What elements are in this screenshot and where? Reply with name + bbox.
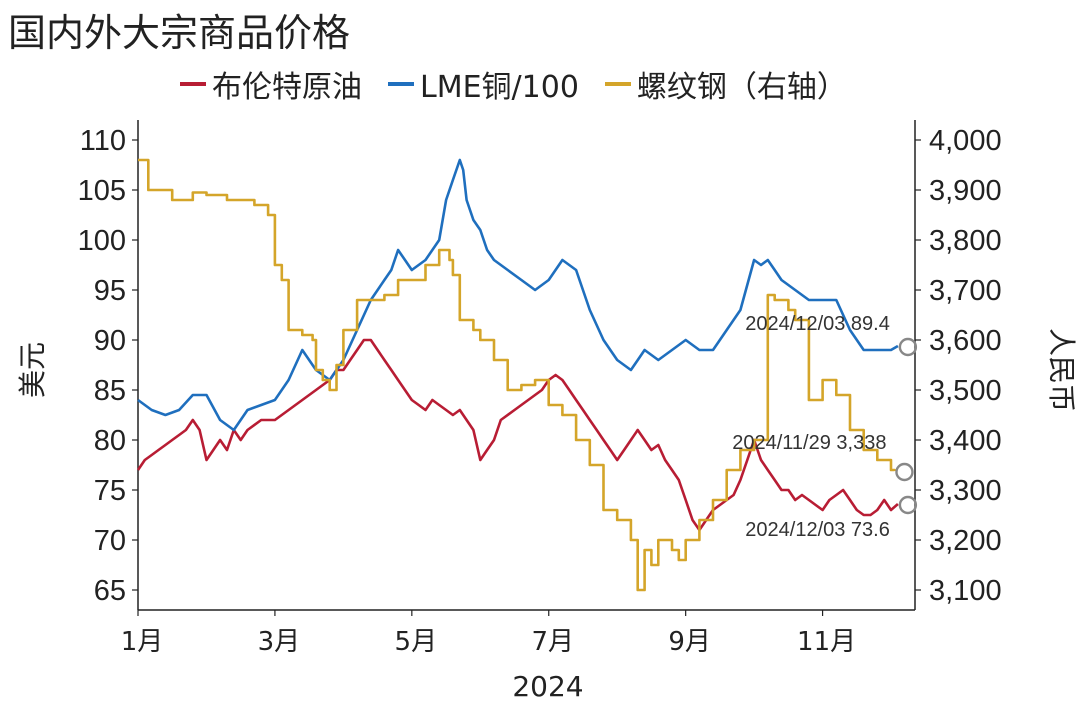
- legend-swatch-brent: [180, 82, 206, 86]
- x-axis-label: 2024: [512, 670, 583, 703]
- legend-label-brent: 布伦特原油: [212, 70, 362, 105]
- y-tick-label-right: 3,500: [929, 375, 1002, 407]
- y-tick-label-right: 3,800: [929, 225, 1002, 257]
- y-tick-label-right: 3,200: [929, 525, 1002, 557]
- legend-item-rebar: 螺纹钢（右轴）: [604, 62, 847, 106]
- legend-label-rebar: 螺纹钢（右轴）: [636, 70, 847, 105]
- legend-swatch-copper: [388, 82, 414, 86]
- y-tick-label-left: 80: [94, 425, 126, 457]
- annotation-marker: [895, 462, 914, 482]
- y-tick-label-left: 70: [94, 525, 126, 557]
- annotation-layer: 2024/12/03 89.4 2024/11/29 3,338 2024/12/0…: [732, 313, 918, 541]
- legend-swatch-rebar: [604, 82, 631, 86]
- x-tick-label: 5月: [395, 627, 438, 657]
- series-line-2: [138, 158, 896, 592]
- chart-title: 国内外大宗商品价格: [8, 11, 351, 55]
- y-tick-label-left: 105: [78, 175, 126, 207]
- annotation-label: 2024/12/03 73.6: [745, 519, 890, 541]
- y-tick-label-right: 3,400: [929, 425, 1002, 457]
- y-tick-label-right: 3,300: [929, 475, 1002, 507]
- y-tick-label-right: 3,600: [929, 325, 1002, 357]
- x-tick-label: 3月: [258, 627, 301, 657]
- y-tick-label-left: 75: [94, 475, 126, 507]
- y-tick-label-left: 95: [94, 275, 126, 307]
- annotation-marker: [898, 495, 918, 515]
- y-tick-label-right: 4,000: [929, 125, 1002, 157]
- annotation-label: 2024/12/03 89.4: [745, 313, 890, 335]
- x-tick-label: 1月: [121, 627, 164, 657]
- y-tick-label-right: 3,700: [929, 275, 1002, 307]
- y-tick-label-right: 3,900: [929, 175, 1002, 207]
- series-line-1: [137, 158, 899, 432]
- y-axis-label-right: 人民币: [1045, 328, 1078, 412]
- x-tick-label: 9月: [668, 627, 711, 657]
- y-tick-label-left: 90: [94, 325, 126, 357]
- y-tick-label-left: 100: [78, 225, 126, 257]
- y-tick-label-right: 3,100: [929, 575, 1002, 607]
- legend: 布伦特原油 LME铜/100 螺纹钢（右轴）: [180, 62, 847, 106]
- series-layer: [136, 158, 899, 592]
- y-axis-label-left: 美元: [16, 342, 49, 398]
- annotation-label: 2024/11/29 3,338: [732, 432, 886, 454]
- annotation-marker: [898, 337, 918, 357]
- x-tick-label: 7月: [531, 627, 574, 657]
- legend-item-copper: LME铜/100: [388, 62, 579, 106]
- y-tick-label-left: 110: [80, 125, 126, 157]
- legend-item-brent: 布伦特原油: [180, 62, 362, 106]
- axes: 110 105 100 95 90 85 80 75 70 65 4,000 3,900 3,800 3,…: [78, 120, 1002, 657]
- y-tick-label-left: 85: [94, 375, 126, 407]
- x-tick-label: 11月: [797, 627, 856, 657]
- series-line-0: [136, 338, 899, 532]
- y-tick-label-left: 65: [94, 575, 126, 607]
- legend-label-copper: LME铜/100: [420, 70, 579, 105]
